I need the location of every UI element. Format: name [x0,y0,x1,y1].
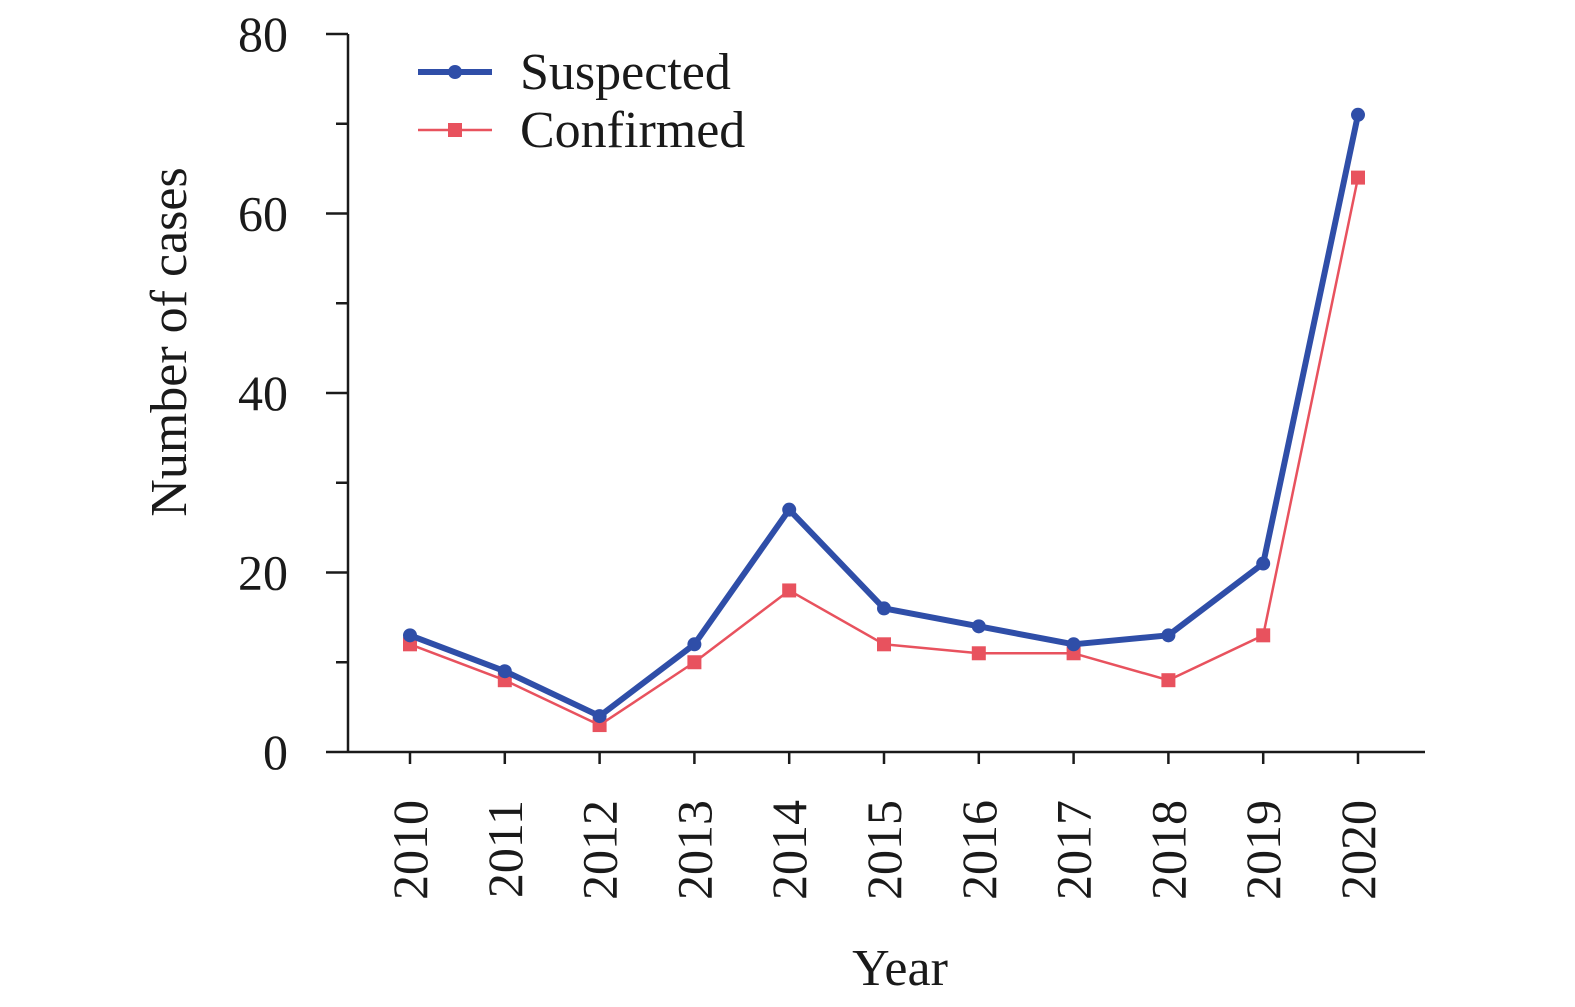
data-point [687,637,702,652]
x-tick-label: 2018 [1140,800,1196,900]
data-point [687,655,702,670]
legend-circle-marker [448,65,462,79]
series-confirmed [403,170,1365,733]
x-tick-label: 2016 [951,800,1007,900]
data-point [1256,628,1271,643]
y-tick-label: 40 [238,365,288,421]
y-tick-label: 60 [238,186,288,242]
x-axis: 2010 2011 2012 2013 2014 2015 2016 2017 2018 2019… [348,750,1425,900]
x-tick-label: 2019 [1235,800,1291,900]
y-tick-label: 80 [238,6,288,62]
plot-series [403,107,1365,733]
data-point [1066,637,1081,652]
data-point [1256,556,1271,571]
data-point [971,619,986,634]
series-suspected [403,107,1365,724]
x-tick-label: 2015 [856,800,912,900]
legend-item-confirmed: Confirmed [418,102,745,159]
data-point [1351,170,1365,185]
data-point [1161,628,1176,643]
x-tick-label: 2013 [666,800,722,900]
data-point [877,637,891,652]
legend-label: Suspected [520,44,731,101]
x-tick-label: 2011 [477,800,533,898]
x-tick-label: 2017 [1046,800,1102,900]
data-point [497,664,512,679]
data-point [971,646,986,661]
y-tick-label: 20 [238,545,288,601]
legend-label: Confirmed [520,102,745,159]
series-line [407,111,1361,720]
data-point [782,502,797,517]
x-tick-label: 2020 [1330,800,1386,900]
y-axis: 0 20 40 60 80 [238,6,350,780]
data-point [592,709,607,724]
x-tick-label: 2010 [382,800,438,900]
data-point [1161,673,1176,688]
data-point [1351,107,1365,122]
y-axis-title: Number of cases [141,167,198,516]
y-tick-label: 0 [263,724,288,780]
legend-square-marker [448,123,462,137]
data-point [877,601,891,616]
x-axis-title: Year [852,940,948,997]
x-tick-label: 2012 [572,800,628,900]
legend-item-suspected: Suspected [418,44,731,101]
data-point [403,628,417,643]
x-tick-label: 2014 [761,800,817,900]
data-point [782,583,797,598]
